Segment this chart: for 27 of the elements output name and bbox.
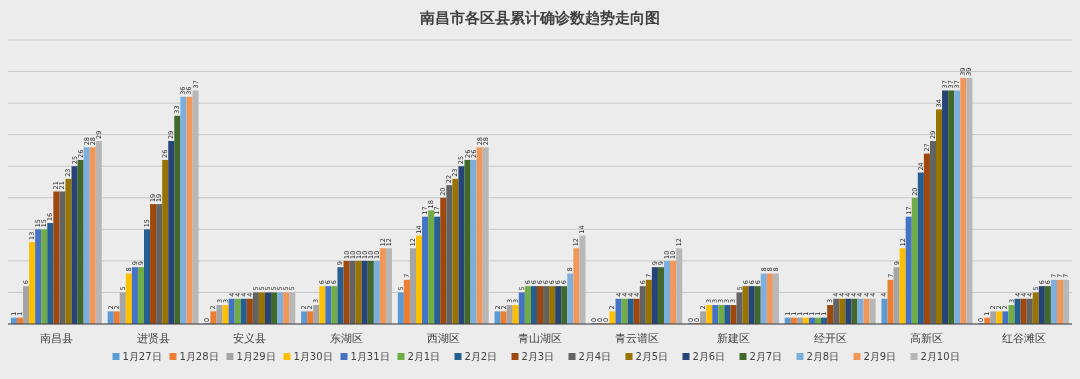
x-tick-label: 红谷滩区 xyxy=(1001,332,1046,345)
x-tick-label: 东湖区 xyxy=(330,332,364,345)
x-tick-label: 青山湖区 xyxy=(518,332,562,345)
x-tick-label: 经开区 xyxy=(813,332,847,345)
x-tick-label: 南昌县 xyxy=(39,332,73,345)
legend-label: 2月9日 xyxy=(863,351,897,362)
x-tick-label: 新建区 xyxy=(716,332,750,345)
legend-label: 2月4日 xyxy=(578,351,612,362)
legend-label: 2月1日 xyxy=(407,351,441,362)
legend-label: 2月10日 xyxy=(920,351,960,362)
legend-label: 2月2日 xyxy=(464,351,498,362)
legend-label: 2月8日 xyxy=(806,351,840,362)
legend-label: 2月3日 xyxy=(521,351,555,362)
x-tick-label: 西湖区 xyxy=(426,332,460,345)
legend-label: 1月29日 xyxy=(236,351,276,362)
legend-label: 1月27日 xyxy=(122,351,162,362)
x-tick-label: 高新区 xyxy=(910,332,944,345)
legend-label: 2月7日 xyxy=(749,351,783,362)
legend-label: 1月31日 xyxy=(350,351,390,362)
legend-label: 2月6日 xyxy=(692,351,726,362)
x-tick-label: 青云谱区 xyxy=(614,332,659,345)
x-tick-label: 进贤县 xyxy=(136,332,170,345)
legend-label: 1月30日 xyxy=(293,351,333,362)
chart-title: 南昌市各区县累计确诊数趋势走向图 xyxy=(419,9,660,27)
legend-label: 1月28日 xyxy=(179,351,219,362)
x-tick-label: 安义县 xyxy=(233,332,267,345)
legend-label: 2月5日 xyxy=(635,351,669,362)
